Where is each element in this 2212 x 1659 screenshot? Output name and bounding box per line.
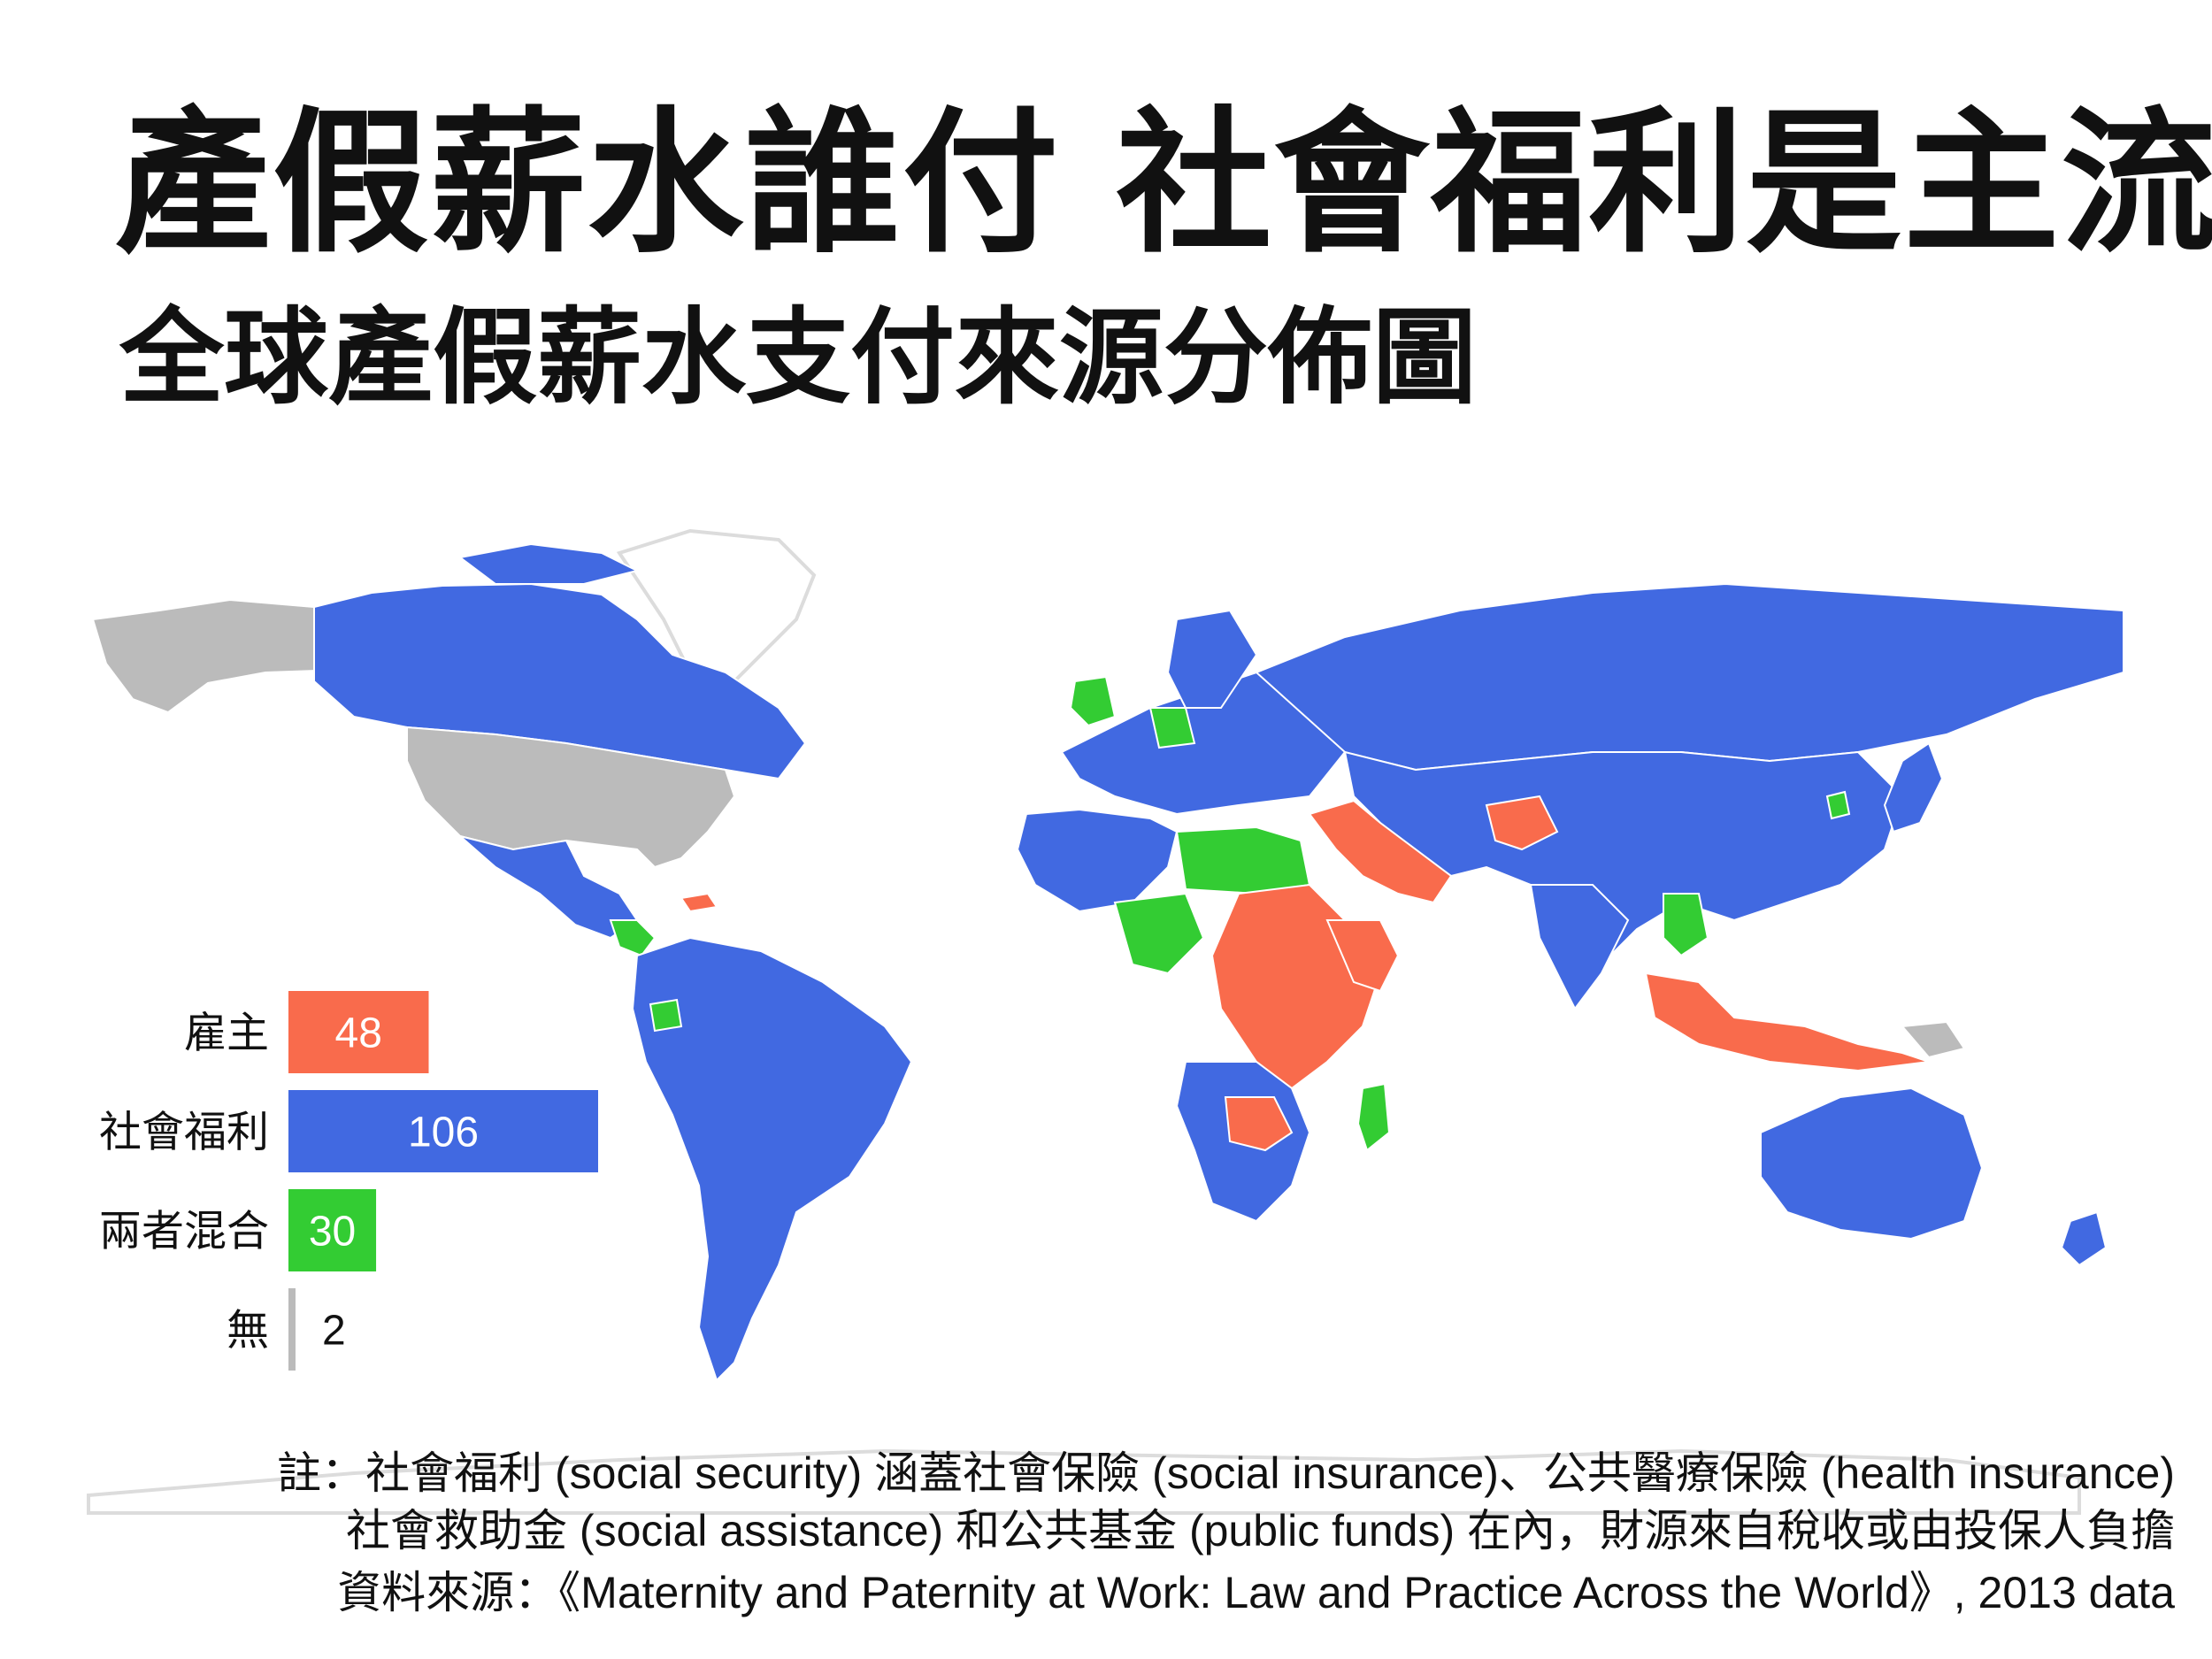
region-afghanistan-employer — [1485, 795, 1559, 851]
value-label-2: 30 — [309, 1209, 356, 1256]
region-usa — [406, 726, 736, 869]
region-south-america — [631, 936, 913, 1382]
region-png-none — [1900, 1020, 1966, 1059]
region-uk-mixed — [1069, 675, 1117, 727]
note-line-1: 註：社會福利 (social security) 涵蓋社會保險 (social … — [277, 1448, 2175, 1498]
region-india — [1529, 884, 1630, 1010]
bar-0 — [288, 991, 429, 1073]
region-japan — [1883, 741, 1944, 833]
region-indonesia-employer — [1644, 972, 1930, 1072]
category-label-2: 兩者混合 — [99, 1207, 269, 1256]
note-line-2: 社會救助金 (social assistance) 和公共基金 (public … — [346, 1506, 2175, 1555]
region-east-africa-employer — [1325, 919, 1400, 993]
category-label-1: 社會福利 — [99, 1108, 269, 1157]
region-caribbean-employer — [680, 892, 718, 913]
page-title: 產假薪水誰付 社會福利是主流 — [115, 93, 2212, 274]
region-central-america-mixed — [609, 919, 657, 957]
region-australia — [1760, 1087, 1984, 1240]
bar-1 — [288, 1090, 598, 1172]
region-west-africa-mixed — [1113, 892, 1205, 975]
region-scandinavia — [1166, 609, 1258, 709]
region-germany-mixed — [1148, 707, 1196, 749]
category-label-3: 無 — [227, 1306, 269, 1356]
region-korea-mixed — [1825, 790, 1851, 820]
category-label-0: 雇主 — [184, 1009, 269, 1058]
region-middle-east-employer — [1308, 799, 1453, 904]
source-line: 資料來源：《Maternity and Paternity at Work: L… — [337, 1568, 2175, 1617]
region-north-africa-ss — [1016, 808, 1179, 913]
value-label-1: 106 — [408, 1110, 479, 1156]
region-south-africa-employer — [1224, 1096, 1294, 1152]
value-label-3: 2 — [322, 1308, 346, 1355]
region-canada-islands — [457, 542, 640, 585]
region-alaska — [91, 598, 319, 714]
region-new-zealand — [2060, 1210, 2108, 1267]
region-se-asia-mixed — [1663, 893, 1709, 957]
bar-3 — [288, 1288, 296, 1371]
region-madagascar-mixed — [1356, 1082, 1391, 1152]
bar-2 — [288, 1189, 377, 1271]
page-subtitle: 全球產假薪水支付來源分佈圖 — [119, 296, 1478, 419]
region-ecuador-mixed — [649, 998, 683, 1033]
value-label-0: 48 — [335, 1010, 382, 1057]
region-greenland — [616, 528, 817, 693]
region-antarctica — [87, 1448, 2081, 1515]
